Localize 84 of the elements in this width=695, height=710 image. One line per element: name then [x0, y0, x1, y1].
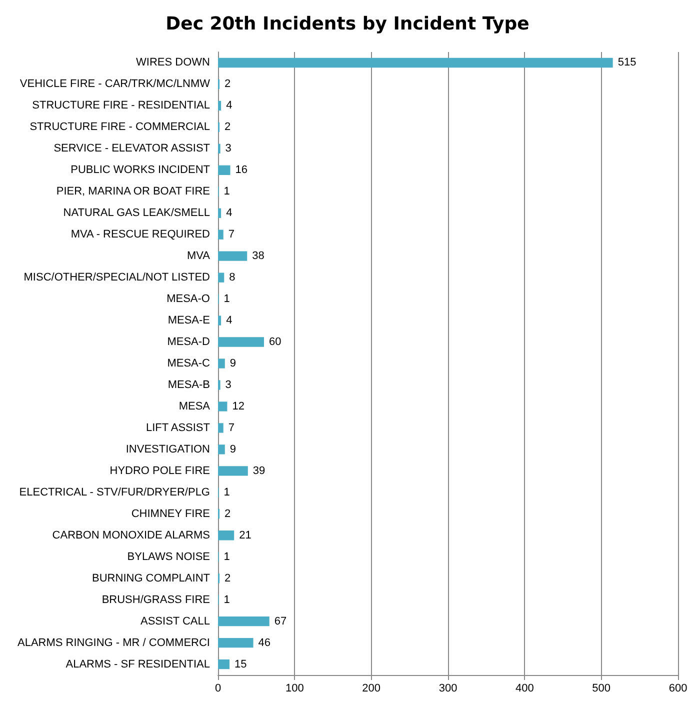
y-tick-label: ALARMS RINGING - MR / COMMERCI [17, 636, 210, 649]
y-tick-label: MESA [178, 400, 211, 412]
bar [218, 208, 222, 218]
y-tick-label: STRUCTURE FIRE - RESIDENTIAL [32, 100, 210, 112]
y-tick-label: BURNING COMPLAINT [92, 572, 210, 584]
y-tick-label: PUBLIC WORKS INCIDENT [70, 164, 210, 176]
x-tick-label: 300 [438, 682, 458, 694]
y-tick-label: CHIMNEY FIRE [131, 508, 210, 520]
bar [218, 616, 270, 626]
bar [218, 165, 230, 175]
y-tick-label: NATURAL GAS LEAK/SMELL [63, 207, 210, 220]
bar [218, 100, 222, 111]
data-label: 15 [234, 658, 247, 670]
data-label: 1 [224, 594, 230, 606]
y-tick-label: CARBON MONOXIDE ALARMS [52, 529, 210, 542]
data-label: 9 [230, 358, 236, 370]
data-label: 60 [269, 336, 282, 348]
y-tick-label: WIRES DOWN [136, 56, 210, 69]
y-tick-label: SERVICE - ELEVATOR ASSIST [54, 142, 210, 155]
x-tick-label: 600 [668, 682, 688, 694]
y-tick-label: ELECTRICAL - STV/FUR/DRYER/PLG [19, 486, 210, 498]
bar [218, 423, 224, 433]
data-label: 7 [228, 228, 234, 241]
bar [218, 230, 224, 240]
bar [218, 358, 225, 368]
x-tick-label: 200 [362, 682, 381, 694]
x-tick-label: 500 [592, 682, 611, 694]
y-tick-label: INVESTIGATION [126, 443, 210, 456]
data-label: 21 [239, 529, 252, 542]
data-label: 3 [225, 142, 232, 155]
data-label: 2 [224, 572, 231, 584]
bar [218, 272, 224, 282]
bar [218, 444, 225, 454]
data-label: 38 [252, 250, 264, 262]
y-tick-label: HYDRO POLE FIRE [110, 464, 210, 477]
y-tick-label: MESA-D [167, 336, 210, 348]
data-label: 3 [225, 378, 232, 391]
bar [218, 402, 228, 412]
data-label: 1 [224, 186, 230, 198]
data-label: 515 [618, 56, 636, 69]
bar [218, 251, 248, 261]
bar [218, 466, 248, 476]
bar [218, 58, 613, 68]
y-tick-label: BRUSH/GRASS FIRE [102, 594, 210, 606]
bar [218, 337, 264, 347]
data-label: 1 [224, 293, 230, 306]
data-label: 4 [226, 314, 232, 327]
y-tick-label: MVA - RESCUE REQUIRED [70, 228, 210, 241]
bar [218, 316, 222, 326]
data-label: 12 [232, 400, 244, 412]
x-tick-label: 0 [214, 682, 222, 694]
data-label: 9 [230, 443, 236, 456]
x-tick-label: 100 [285, 682, 304, 694]
data-label: 1 [224, 486, 230, 498]
y-tick-label: MESA-C [167, 358, 210, 370]
x-tick-label: 400 [515, 682, 534, 694]
y-tick-label: STRUCTURE FIRE - COMMERCIAL [30, 121, 210, 134]
data-label: 39 [252, 464, 266, 477]
bar [218, 530, 234, 540]
data-label: 1 [224, 550, 230, 563]
y-tick-label: BYLAWS NOISE [127, 550, 210, 563]
y-tick-label: MISC/OTHER/SPECIAL/NOT LISTED [24, 272, 210, 284]
data-label: 46 [258, 636, 271, 649]
data-label: 4 [226, 100, 232, 112]
data-label: 67 [274, 615, 287, 628]
y-tick-label: MESA-E [168, 314, 210, 327]
y-tick-label: MESA-O [166, 293, 210, 306]
data-label: 2 [224, 508, 231, 520]
data-label: 7 [228, 422, 234, 434]
data-label: 16 [235, 164, 248, 176]
y-tick-label: MVA [186, 250, 211, 262]
y-tick-label: VEHICLE FIRE - CAR/TRK/MC/LNMW [20, 78, 211, 90]
y-tick-label: MESA-B [168, 378, 210, 391]
chart-title: Dec 20th Incidents by Incident Type [166, 14, 530, 34]
bar [218, 659, 230, 670]
bar [218, 638, 254, 648]
data-label: 4 [226, 207, 232, 220]
y-tick-label: PIER, MARINA OR BOAT FIRE [56, 186, 210, 198]
y-tick-label: LIFT ASSIST [146, 422, 210, 434]
data-label: 8 [229, 272, 236, 284]
y-tick-label: ALARMS - SF RESIDENTIAL [66, 658, 210, 670]
data-label: 2 [224, 121, 231, 134]
data-label: 2 [224, 78, 231, 90]
y-tick-label: ASSIST CALL [140, 615, 210, 628]
